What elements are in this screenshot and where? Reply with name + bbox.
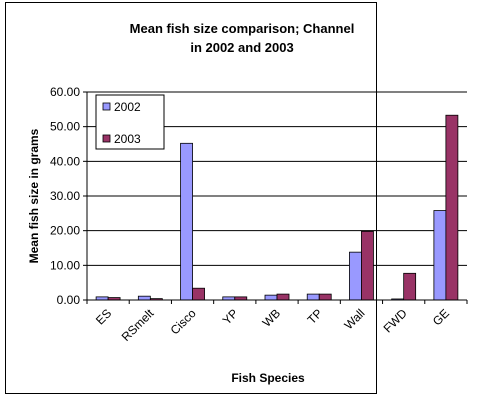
y-tick-label: 40.00 (50, 154, 80, 168)
bar-2002-TP (306, 293, 320, 301)
legend-label-2002: 2002 (114, 100, 141, 114)
x-tick-labels: ES RSmelt Cisco YP WB TP Wall FWD GE (93, 306, 452, 344)
legend-label-2003: 2003 (114, 132, 141, 146)
y-tick-label: 50.00 (50, 120, 80, 134)
x-tick-label: YP (220, 306, 241, 327)
y-tick-label: 10.00 (50, 258, 80, 272)
x-tick-label: Cisco (168, 306, 199, 337)
bar-2002-Wall (349, 251, 362, 301)
bar-2003-WB (276, 293, 290, 301)
legend-swatch-2002 (102, 102, 111, 111)
y-tick-label: 30.00 (50, 189, 80, 203)
bar-2003-Wall (361, 230, 374, 301)
legend-swatch-2003 (102, 134, 111, 143)
chart-title-line-2: in 2002 and 2003 (190, 40, 293, 55)
x-tick-label: Wall (341, 306, 367, 332)
x-axis-title: Fish Species (231, 371, 305, 385)
legend: 2002 2003 (95, 94, 165, 150)
bars (95, 114, 459, 301)
bar-2002-WB (264, 294, 278, 301)
bar-2002-GE (433, 210, 447, 301)
y-tick-label: 0.00 (57, 293, 81, 307)
x-tick-label: RSmelt (119, 306, 157, 344)
y-tick-labels: 0.00 10.00 20.00 30.00 40.00 50.00 60.00 (50, 85, 80, 307)
bar-2003-GE (445, 114, 459, 301)
x-tick-label: ES (93, 306, 114, 327)
y-axis-title: Mean fish size in grams (27, 128, 41, 263)
x-tick-label: FWD (381, 306, 410, 335)
x-tick-label: GE (430, 306, 452, 328)
x-tick-label: TP (305, 306, 326, 327)
bar-2002-Cisco (180, 142, 193, 301)
y-tick-label: 20.00 (50, 224, 80, 238)
x-tick-label: WB (260, 306, 284, 330)
bar-2003-Cisco (192, 287, 205, 301)
bar-2002-RSmelt (137, 295, 151, 301)
chart-title-line-1: Mean fish size comparison; Channel (130, 21, 355, 36)
bar-2003-FWD (403, 272, 417, 301)
axes (83, 91, 468, 304)
y-tick-label: 60.00 (50, 85, 80, 99)
bar-2003-TP (318, 293, 332, 301)
